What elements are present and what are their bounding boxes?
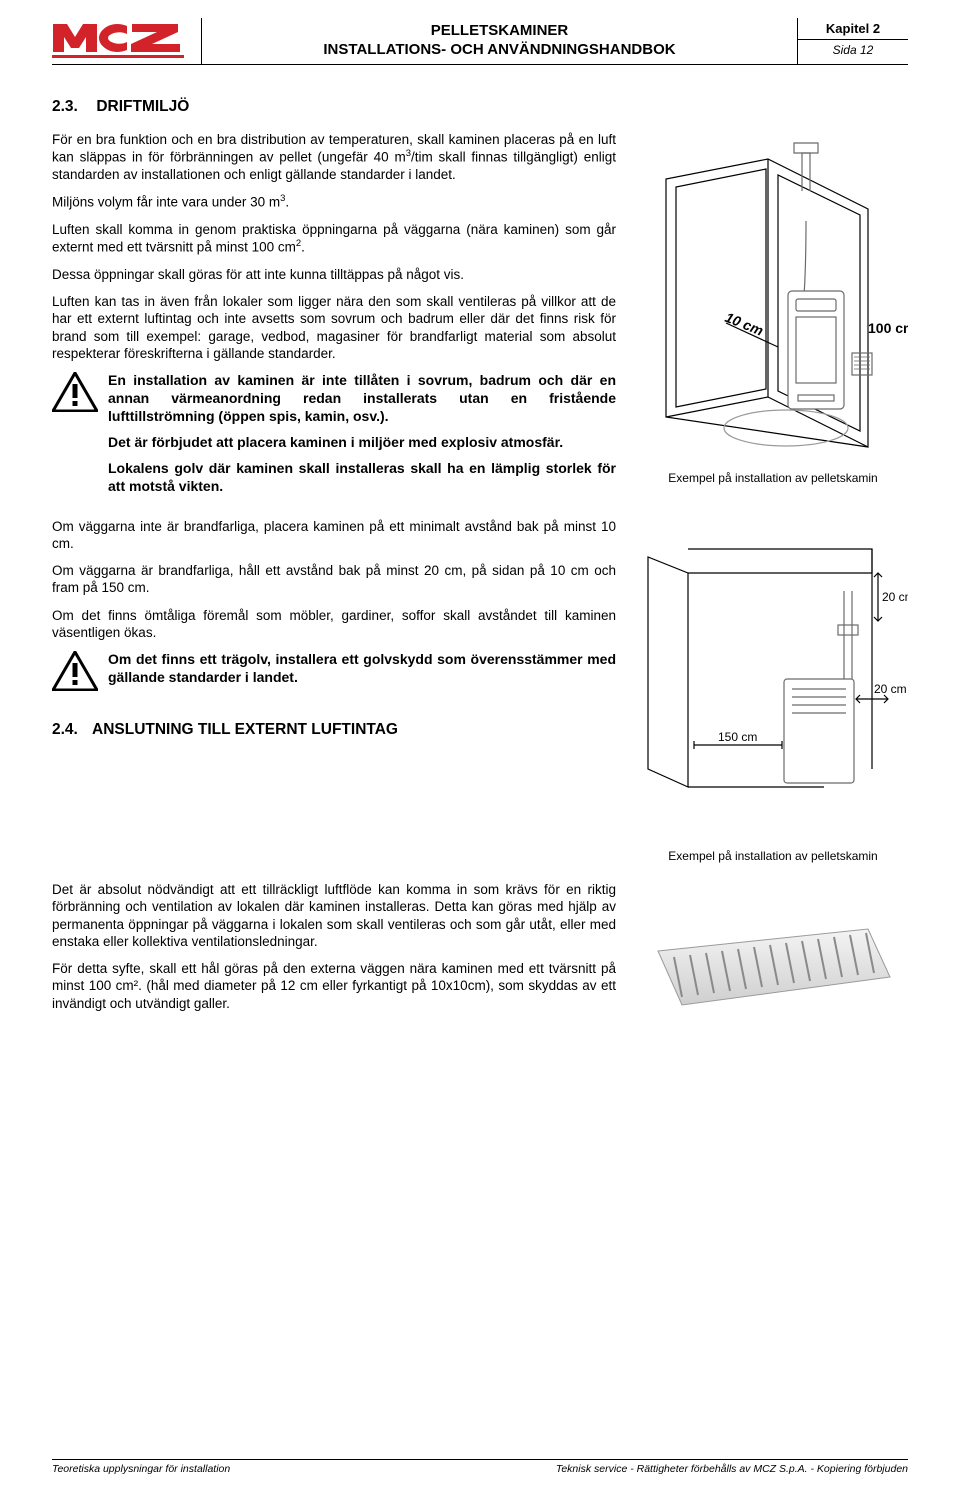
svg-text:20 cm: 20 cm bbox=[874, 682, 907, 696]
header-right-cell: Kapitel 2 Sida 12 bbox=[798, 18, 908, 64]
left-column-2: Det är absolut nödvändigt att ett tillrä… bbox=[52, 881, 616, 1024]
section-2-4-number: 2.4. bbox=[52, 720, 92, 740]
vent-grille-image bbox=[638, 911, 908, 1021]
warn2-p1: Om det finns ett trägolv, installera ett… bbox=[108, 651, 616, 687]
warning-triangle-icon bbox=[52, 651, 98, 691]
page: PELLETSKAMINER INSTALLATIONS- OCH ANVÄND… bbox=[0, 0, 960, 1489]
warning-icon-col-1 bbox=[52, 372, 98, 416]
right-column-2 bbox=[638, 881, 908, 1024]
figure-2-svg: 20 cm 150 cm 20 cm bbox=[638, 529, 908, 819]
p-2-3-1: För en bra funktion och en bra distribut… bbox=[52, 131, 616, 183]
figure-1: 10 cm 100 cm² Exempel på installation av… bbox=[638, 95, 908, 485]
svg-text:100 cm²: 100 cm² bbox=[868, 320, 908, 336]
content-grid-2: Det är absolut nödvändigt att ett tillrä… bbox=[52, 881, 908, 1024]
mcz-logo bbox=[52, 22, 184, 62]
warn1-p1: En installation av kaminen är inte tillå… bbox=[108, 372, 616, 426]
section-2-3-number: 2.3. bbox=[52, 97, 92, 117]
p-2-4-1: Det är absolut nödvändigt att ett tillrä… bbox=[52, 881, 616, 950]
warn1-p2: Det är förbjudet att placera kaminen i m… bbox=[108, 434, 616, 452]
p-2-3-5: Luften kan tas in även från lokaler som … bbox=[52, 293, 616, 362]
header-logo-cell bbox=[52, 18, 202, 64]
p-2-3-6: Om väggarna inte är brandfarliga, placer… bbox=[52, 518, 616, 553]
p-2-3-7: Om väggarna är brandfarliga, håll ett av… bbox=[52, 562, 616, 597]
p-2-3-4: Dessa öppningar skall göras för att inte… bbox=[52, 266, 616, 283]
section-2-3-heading: 2.3. DRIFTMILJÖ bbox=[52, 97, 616, 117]
figure-2: 20 cm 150 cm 20 cm Exempel på installati… bbox=[638, 529, 908, 863]
section-2-4-heading: 2.4. ANSLUTNING TILL EXTERNT LUFTINTAG bbox=[52, 720, 616, 740]
header-title-1: PELLETSKAMINER bbox=[208, 22, 791, 39]
footer-right: Teknisk service - Rättigheter förbehålls… bbox=[556, 1463, 908, 1475]
warning-block-2: Om det finns ett trägolv, installera ett… bbox=[52, 651, 616, 695]
svg-text:150 cm: 150 cm bbox=[718, 730, 757, 744]
header-title-cell: PELLETSKAMINER INSTALLATIONS- OCH ANVÄND… bbox=[202, 18, 798, 64]
left-column: 2.3. DRIFTMILJÖ För en bra funktion och … bbox=[52, 91, 616, 863]
header-title-2: INSTALLATIONS- OCH ANVÄNDNINGSHANDBOK bbox=[208, 41, 791, 58]
warning-1-text: En installation av kaminen är inte tillå… bbox=[108, 372, 616, 503]
figure-2-caption: Exempel på installation av pelletskamin bbox=[638, 849, 908, 863]
p-2-3-2: Miljöns volym får inte vara under 30 m3. bbox=[52, 193, 616, 211]
header-page-number: Sida 12 bbox=[798, 40, 908, 60]
warning-triangle-icon bbox=[52, 372, 98, 412]
header-chapter: Kapitel 2 bbox=[798, 18, 908, 39]
page-header: PELLETSKAMINER INSTALLATIONS- OCH ANVÄND… bbox=[52, 18, 908, 65]
content-grid: 2.3. DRIFTMILJÖ För en bra funktion och … bbox=[52, 91, 908, 863]
warn1-p3: Lokalens golv där kaminen skall installe… bbox=[108, 460, 616, 496]
svg-text:20 cm: 20 cm bbox=[882, 590, 908, 604]
figure-1-caption: Exempel på installation av pelletskamin bbox=[638, 471, 908, 485]
section-2-4-title: ANSLUTNING TILL EXTERNT LUFTINTAG bbox=[92, 720, 398, 740]
footer-left: Teoretiska upplysningar för installation bbox=[52, 1463, 230, 1475]
svg-text:10 cm: 10 cm bbox=[723, 309, 766, 339]
p-2-4-2: För detta syfte, skall ett hål göras på … bbox=[52, 960, 616, 1012]
section-2-3-title: DRIFTMILJÖ bbox=[96, 98, 189, 115]
section-2-4: 2.4. ANSLUTNING TILL EXTERNT LUFTINTAG bbox=[52, 720, 616, 740]
figure-1-svg: 10 cm 100 cm² bbox=[638, 95, 908, 465]
warning-icon-col-2 bbox=[52, 651, 98, 695]
p-2-3-8: Om det finns ömtåliga föremål som möbler… bbox=[52, 607, 616, 642]
warning-block-1: En installation av kaminen är inte tillå… bbox=[52, 372, 616, 503]
warning-2-text: Om det finns ett trägolv, installera ett… bbox=[108, 651, 616, 695]
right-column: 10 cm 100 cm² Exempel på installation av… bbox=[638, 91, 908, 863]
p-2-3-3: Luften skall komma in genom praktiska öp… bbox=[52, 221, 616, 256]
page-footer: Teoretiska upplysningar för installation… bbox=[52, 1459, 908, 1475]
